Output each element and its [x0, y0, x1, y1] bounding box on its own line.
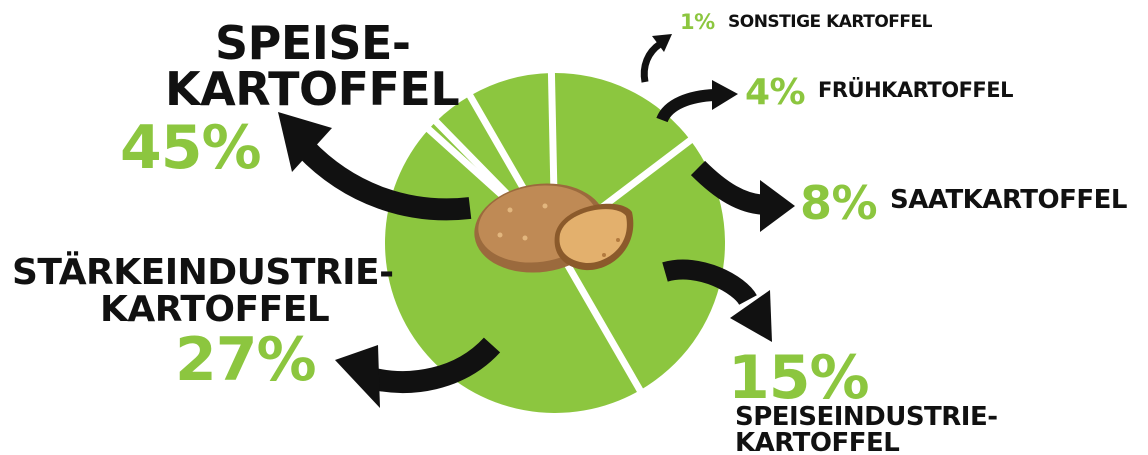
- value-sonstige: 1%: [680, 10, 715, 34]
- value-speiseind: 15%: [728, 343, 870, 413]
- arrow-staerke: [335, 337, 501, 408]
- value-frueh: 4%: [745, 72, 806, 113]
- arrow-saat: [690, 160, 795, 232]
- arrow-frueh: [656, 80, 738, 123]
- label-saat: SAATKARTOFFEL: [890, 185, 1128, 215]
- arrow-speiseind: [662, 259, 772, 342]
- label-speiseind-line2: KARTOFFEL: [735, 428, 900, 455]
- label-frueh: FRÜHKARTOFFEL: [818, 78, 1014, 102]
- label-sonstige: SONSTIGE KARTOFFEL: [728, 12, 932, 32]
- label-staerke-line1: STÄRKEINDUSTRIE-: [12, 252, 394, 293]
- label-staerke-line2: KARTOFFEL: [100, 289, 330, 330]
- label-speiseind-line1: SPEISEINDUSTRIE-: [735, 402, 998, 432]
- slice-divider: [551, 241, 645, 394]
- label-speise-line1: SPEISE-: [215, 16, 411, 70]
- value-staerke: 27%: [175, 325, 317, 395]
- label-speise-line2: KARTOFFEL: [165, 62, 460, 116]
- slice-stärkeindustrie-kartoffel: [555, 140, 725, 391]
- potato-icon: [474, 183, 634, 273]
- value-saat: 8%: [800, 176, 878, 230]
- value-speise: 45%: [120, 113, 262, 183]
- arrow-sonstige: [640, 34, 672, 83]
- arrow-speise: [278, 112, 472, 221]
